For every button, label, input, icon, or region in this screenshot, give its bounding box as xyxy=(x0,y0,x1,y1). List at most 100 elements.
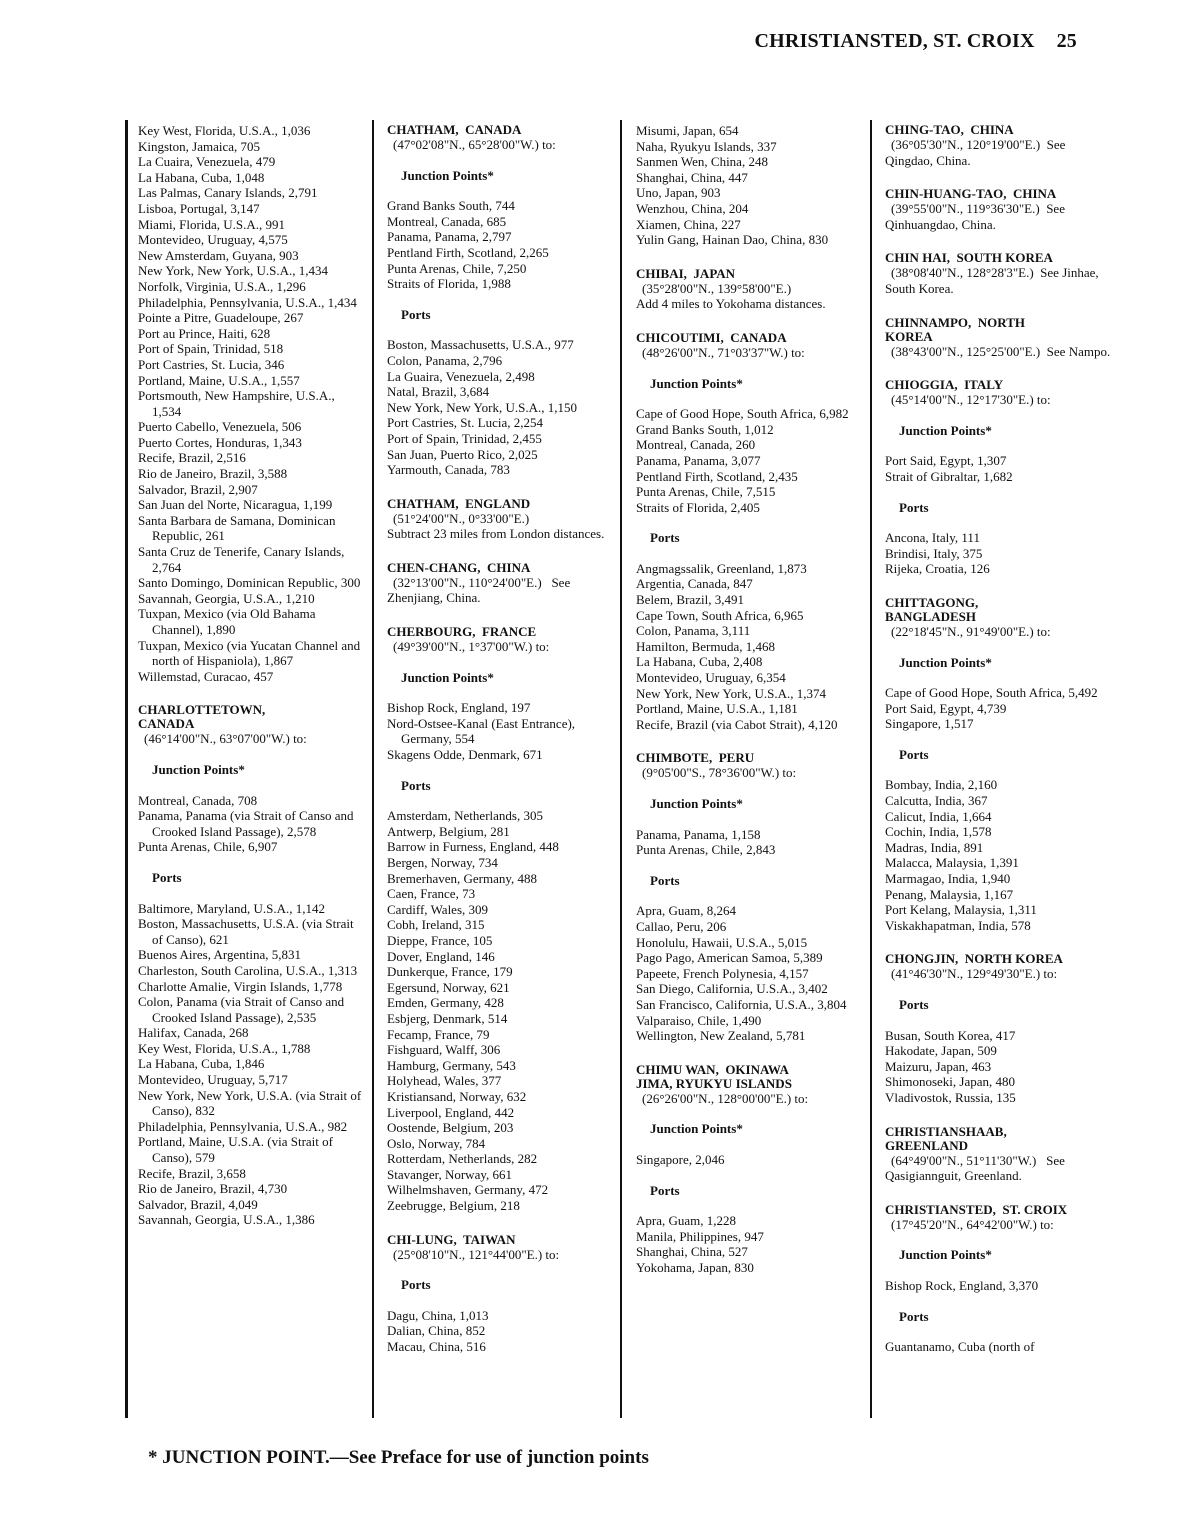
coordinates-see-reference: (39°55'00"N., 119°36'30"E.) See Qinhuang… xyxy=(885,201,1069,232)
port-distance-entry: Pago Pago, American Samoa, 5,389 xyxy=(636,950,823,966)
port-distance-entry: Charleston, South Carolina, U.S.A., 1,31… xyxy=(138,962,358,978)
port-distance-entry: Montreal, Canada, 260 xyxy=(636,437,756,453)
place-heading: CHARLOTTETOWN, CANADA xyxy=(138,702,266,732)
port-distance-entry: Panama, Panama, 1,158 xyxy=(636,826,761,842)
running-header: CHRISTIANSTED, ST. CROIX 25 xyxy=(755,30,1077,53)
port-distance-entry: Bishop Rock, England, 3,370 xyxy=(885,1277,1039,1293)
port-distance-entry: Recife, Brazil, 3,658 xyxy=(138,1165,246,1181)
port-distance-entry: Argentia, Canada, 847 xyxy=(636,576,753,592)
section-subheading: Junction Points* xyxy=(650,1121,743,1137)
port-distance-entry: Zeebrugge, Belgium, 218 xyxy=(387,1198,520,1214)
port-distance-entry: Montreal, Canada, 708 xyxy=(138,792,258,808)
port-distance-entry: Cape Town, South Africa, 6,965 xyxy=(636,607,804,623)
place-heading: CHICOUTIMI, CANADA xyxy=(636,329,787,345)
port-distance-entry: Sanmen Wen, China, 248 xyxy=(636,154,768,170)
port-distance-entry: Cobh, Ireland, 315 xyxy=(387,917,485,933)
column-rule xyxy=(620,120,622,1418)
port-distance-entry: Colon, Panama (via Strait of Canso and C… xyxy=(138,994,345,1025)
port-distance-entry: Tuxpan, Mexico (via Yucatan Channel and … xyxy=(138,637,361,669)
port-distance-entry: Ancona, Italy, 111 xyxy=(885,530,980,546)
port-distance-entry: Rio de Janeiro, Brazil, 3,588 xyxy=(138,466,288,482)
port-distance-entry: Yokohama, Japan, 830 xyxy=(636,1259,754,1275)
port-distance-entry: Recife, Brazil, 2,516 xyxy=(138,450,246,466)
place-heading: CHIBAI, JAPAN xyxy=(636,265,736,281)
place-heading: CHATHAM, CANADA xyxy=(387,122,522,137)
port-distance-entry: Portland, Maine, U.S.A., 1,181 xyxy=(636,701,798,717)
coordinates: (22°18'45"N., 91°49'00"E.) to: xyxy=(891,623,1051,639)
port-distance-entry: Pentland Firth, Scotland, 2,265 xyxy=(387,244,549,260)
port-distance-entry: La Guaira, Venezuela, 2,498 xyxy=(387,368,535,384)
port-distance-entry: Cape of Good Hope, South Africa, 5,492 xyxy=(885,685,1098,701)
coordinates: (49°39'00"N., 1°37'00"W.) to: xyxy=(393,639,550,655)
port-distance-entry: La Habana, Cuba, 1,048 xyxy=(138,169,265,185)
port-distance-entry: Halifax, Canada, 268 xyxy=(138,1025,249,1041)
port-distance-entry: Dieppe, France, 105 xyxy=(387,932,493,948)
port-distance-entry: Port of Spain, Trinidad, 518 xyxy=(138,341,284,357)
port-distance-entry: Papeete, French Polynesia, 4,157 xyxy=(636,965,809,981)
place-heading: CHIMU WAN, OKINAWA JIMA, RYUKYU ISLANDS xyxy=(636,1061,792,1091)
port-distance-entry: Stavanger, Norway, 661 xyxy=(387,1166,512,1182)
place-heading: CHIN HAI, SOUTH KOREA xyxy=(885,250,1053,266)
port-distance-entry: Dalian, China, 852 xyxy=(387,1323,486,1339)
port-distance-entry: Rio de Janeiro, Brazil, 4,730 xyxy=(138,1181,288,1197)
port-distance-entry: San Francisco, California, U.S.A., 3,804 xyxy=(636,996,847,1012)
port-distance-entry: Port Kelang, Malaysia, 1,311 xyxy=(885,902,1037,918)
section-subheading: Ports xyxy=(650,872,680,888)
port-distance-entry: Salvador, Brazil, 2,907 xyxy=(138,481,258,497)
port-distance-entry: Miami, Florida, U.S.A., 991 xyxy=(138,216,285,232)
port-distance-entry: Liverpool, England, 442 xyxy=(387,1104,515,1120)
port-distance-entry: Shimonoseki, Japan, 480 xyxy=(885,1074,1015,1090)
port-distance-entry: Esbjerg, Denmark, 514 xyxy=(387,1010,508,1026)
port-distance-entry: New York, New York, U.S.A., 1,150 xyxy=(387,399,577,415)
port-distance-entry: Penang, Malaysia, 1,167 xyxy=(885,886,1014,902)
port-distance-entry: Wilhelmshaven, Germany, 472 xyxy=(387,1182,549,1198)
port-distance-entry: Hakodate, Japan, 509 xyxy=(885,1043,997,1059)
port-distance-entry: Grand Banks South, 744 xyxy=(387,198,515,214)
port-distance-entry: Puerto Cabello, Venezuela, 506 xyxy=(138,419,302,435)
port-distance-entry: Rijeka, Croatia, 126 xyxy=(885,561,990,577)
column-rule xyxy=(870,120,872,1418)
port-distance-entry: Kristiansand, Norway, 632 xyxy=(387,1088,527,1104)
place-heading: CHRISTIANSHAAB, GREENLAND xyxy=(885,1123,1007,1153)
port-distance-entry: Dagu, China, 1,013 xyxy=(387,1307,489,1323)
port-distance-entry: Apra, Guam, 1,228 xyxy=(636,1213,737,1229)
port-distance-entry: Port of Spain, Trinidad, 2,455 xyxy=(387,430,542,446)
place-heading: CHING-TAO, CHINA xyxy=(885,122,1014,137)
column-2: CHATHAM, CANADA (47°02'08"N., 65°28'00"W.… xyxy=(387,123,615,1355)
port-distance-entry: Cardiff, Wales, 309 xyxy=(387,901,489,917)
place-heading: CHIN-HUANG-TAO, CHINA xyxy=(885,186,1057,202)
section-subheading: Junction Points* xyxy=(152,761,245,777)
port-distance-entry: Skagens Odde, Denmark, 671 xyxy=(387,747,543,763)
port-distance-entry: Oostende, Belgium, 203 xyxy=(387,1120,514,1136)
port-distance-entry: Port Said, Egypt, 1,307 xyxy=(885,453,1007,469)
coordinates: (26°26'00"N., 128°00'00"E.) to: xyxy=(642,1090,809,1106)
port-distance-entry: Honolulu, Hawaii, U.S.A., 5,015 xyxy=(636,934,808,950)
place-heading: CHRISTIANSTED, ST. CROIX xyxy=(885,1201,1068,1217)
section-subheading: Ports xyxy=(899,1308,929,1324)
port-distance-entry: Portland, Maine, U.S.A., 1,557 xyxy=(138,372,300,388)
port-distance-entry: Hamilton, Bermuda, 1,468 xyxy=(636,638,776,654)
port-distance-entry: Recife, Brazil (via Cabot Strait), 4,120 xyxy=(636,716,838,732)
port-distance-entry: Panama, Panama, 2,797 xyxy=(387,229,512,245)
port-distance-entry: Willemstad, Curacao, 457 xyxy=(138,668,274,684)
port-distance-entry: Colon, Panama, 3,111 xyxy=(636,623,751,639)
port-distance-entry: Antwerp, Belgium, 281 xyxy=(387,823,510,839)
port-distance-entry: Panama, Panama (via Strait of Canso and … xyxy=(138,808,354,839)
coordinates-see-reference: (38°08'40"N., 128°28'3"E.) See Jinhae, S… xyxy=(885,265,1102,296)
section-subheading: Ports xyxy=(899,746,929,762)
port-distance-entry: Apra, Guam, 8,264 xyxy=(636,903,737,919)
port-distance-entry: Pointe a Pitre, Guadeloupe, 267 xyxy=(138,310,304,326)
port-distance-entry: Philadelphia, Pennsylvania, U.S.A., 1,43… xyxy=(138,294,357,310)
distance-note: Subtract 23 miles from London distances. xyxy=(387,526,605,542)
port-distance-entry: La Habana, Cuba, 1,846 xyxy=(138,1056,265,1072)
port-distance-entry: Montevideo, Uruguay, 5,717 xyxy=(138,1072,288,1088)
port-distance-entry: Baltimore, Maryland, U.S.A., 1,142 xyxy=(138,900,326,916)
port-distance-entry: Santa Cruz de Tenerife, Canary Islands, … xyxy=(138,544,345,575)
section-subheading: Ports xyxy=(152,869,182,885)
port-distance-entry: Cape of Good Hope, South Africa, 6,982 xyxy=(636,406,849,422)
port-distance-entry: Key West, Florida, U.S.A., 1,788 xyxy=(138,1040,311,1056)
port-distance-entry: Nord-Ostsee-Kanal (East Entrance), Germa… xyxy=(387,715,576,747)
coordinates-see-reference: (32°13'00"N., 110°24'00"E.) See Zhenjian… xyxy=(387,574,574,606)
port-distance-entry: Fecamp, France, 79 xyxy=(387,1026,490,1042)
port-distance-entry: Colon, Panama, 2,796 xyxy=(387,352,503,368)
